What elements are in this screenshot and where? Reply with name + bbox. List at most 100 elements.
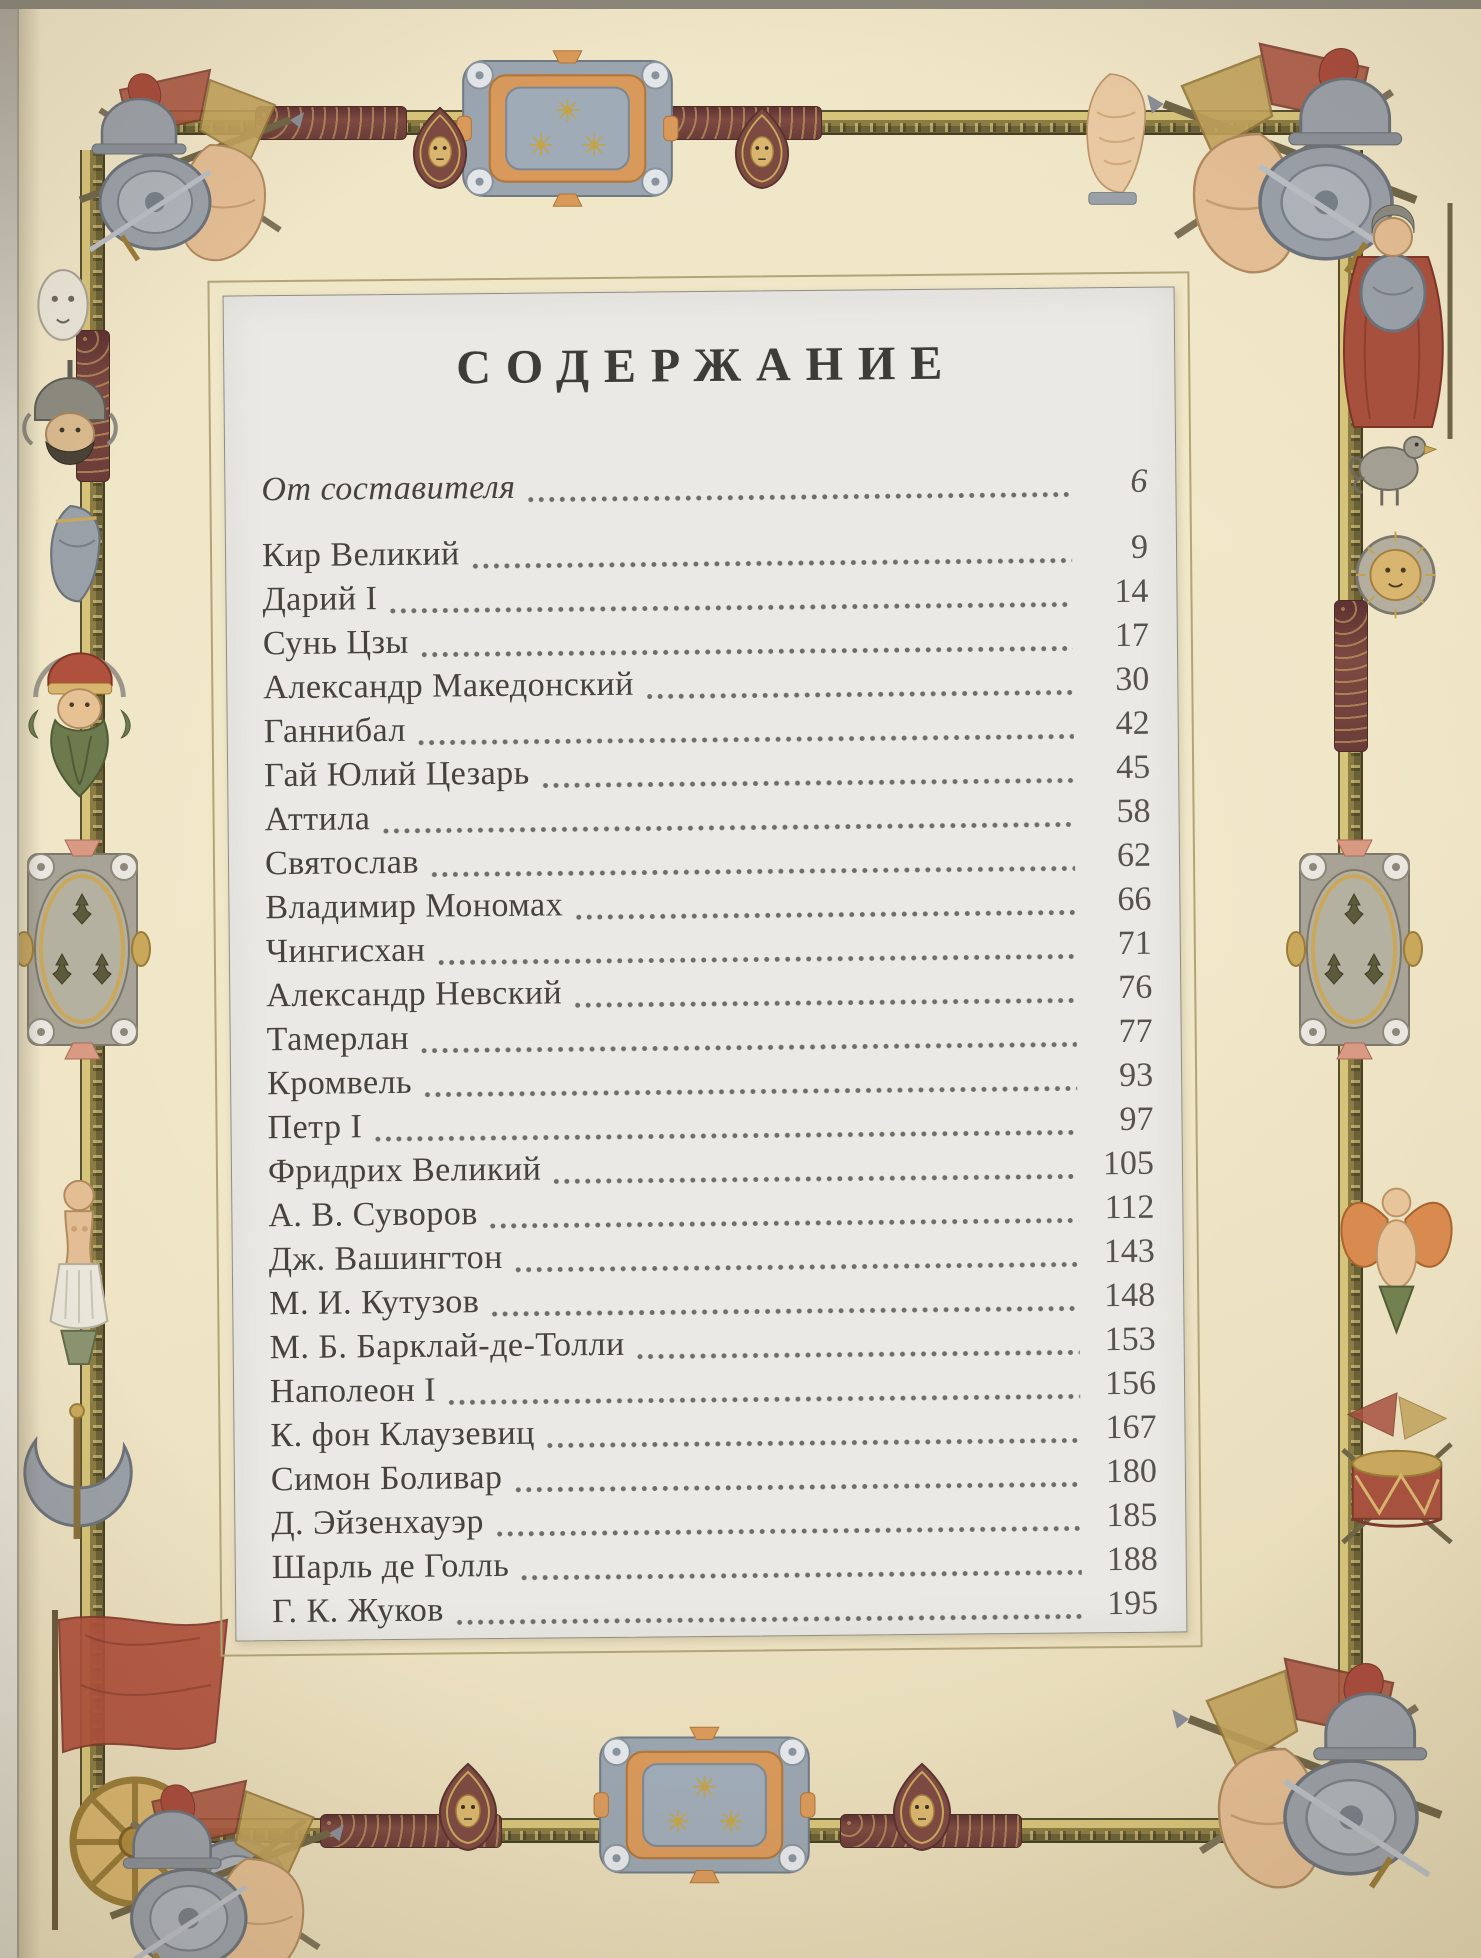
toc-list: От составителя 6 Кир Великий 9 Дарий I 1… xyxy=(261,463,1158,1637)
toc-entry-page: 62 xyxy=(1116,836,1152,875)
content-outer-frame: СОДЕРЖАНИЕ От составителя 6 Кир Великий … xyxy=(207,271,1203,1657)
toc-entry-page: 76 xyxy=(1118,968,1153,1007)
toc-entry-page: 9 xyxy=(1130,528,1149,566)
toc-entry-label: Петр I xyxy=(267,1108,363,1147)
fleur-oval-medallion-icon xyxy=(1285,838,1424,1061)
skull-mask-medallion-icon xyxy=(439,1763,497,1851)
toc-entry-page: 6 xyxy=(1130,462,1148,500)
bird-icon xyxy=(1349,435,1437,507)
dot-leader xyxy=(415,732,1074,747)
maroon-band-segment xyxy=(1334,600,1368,752)
toc-entry-label: Аттила xyxy=(264,800,371,839)
dot-leader xyxy=(372,1128,1078,1144)
toc-entry-page: 112 xyxy=(1104,1188,1155,1227)
toc-entry-page: 93 xyxy=(1118,1056,1154,1095)
toc-entry-page: 97 xyxy=(1119,1100,1154,1139)
white-mask-icon xyxy=(37,269,89,341)
toc-entry-label: Д. Эйзенхауэр xyxy=(271,1503,485,1543)
toc-entry-label: Дарий I xyxy=(262,580,378,619)
dot-leader xyxy=(573,908,1076,922)
toc-entry-page: 71 xyxy=(1117,924,1152,963)
skull-mask-medallion-icon xyxy=(412,106,468,190)
toc-entry: От составителя 6 xyxy=(261,463,1147,516)
toc-entry-page: 185 xyxy=(1106,1496,1158,1535)
toc-entry: Г. К. Жуков 195 xyxy=(272,1585,1158,1638)
toc-entry-page: 180 xyxy=(1105,1452,1158,1491)
dot-leader xyxy=(539,776,1075,790)
dot-leader xyxy=(643,688,1074,701)
toc-entry-label: Г. К. Жуков xyxy=(272,1591,445,1631)
toc-entry-page: 77 xyxy=(1118,1012,1153,1051)
armor-trophy-icon xyxy=(60,50,310,290)
toc-entry-label: Наполеон I xyxy=(269,1371,437,1411)
toc-entry-label: А. В. Суворов xyxy=(268,1195,479,1235)
toc-entry-page: 148 xyxy=(1104,1276,1156,1315)
dot-leader xyxy=(519,1568,1082,1582)
toc-entry-label: Кромвель xyxy=(266,1063,413,1103)
toc-entry-label: Тамерлан xyxy=(266,1019,410,1059)
dot-leader xyxy=(428,864,1076,879)
dot-leader xyxy=(422,1084,1078,1099)
scroll-cartouche-icon xyxy=(456,49,679,208)
armor-trophy-icon xyxy=(90,1760,350,1958)
dot-leader xyxy=(446,1392,1081,1407)
armor-trophy-icon xyxy=(1165,1635,1465,1923)
toc-entry-label: Шарль де Голль xyxy=(271,1546,510,1587)
armor-cuirass-icon xyxy=(49,504,102,603)
dot-leader xyxy=(418,644,1074,659)
dot-leader xyxy=(572,996,1077,1010)
toc-entry-page: 17 xyxy=(1114,616,1150,655)
dot-leader xyxy=(512,1260,1079,1274)
toc-entry-label: Александр Македонский xyxy=(263,665,635,707)
dot-leader xyxy=(387,600,1073,616)
toc-entry-page: 105 xyxy=(1102,1144,1155,1183)
toc-entry-label: Гай Юлий Цезарь xyxy=(263,754,530,795)
toc-entry-page: 58 xyxy=(1116,792,1151,831)
toc-entry-page: 195 xyxy=(1106,1584,1159,1623)
toc-entry-label: От составителя xyxy=(261,468,516,509)
toc-entry-page: 14 xyxy=(1114,572,1149,611)
toc-entry-page: 156 xyxy=(1104,1364,1157,1403)
winged-figure-icon xyxy=(1340,1187,1453,1334)
dot-leader xyxy=(634,1348,1080,1361)
dot-leader xyxy=(544,1436,1081,1450)
skull-mask-medallion-icon xyxy=(893,1763,951,1851)
dot-leader xyxy=(380,820,1075,836)
toc-entry-page: 167 xyxy=(1105,1408,1157,1447)
toc-entry-page: 153 xyxy=(1104,1320,1156,1359)
drum-trophy-icon xyxy=(1328,1385,1466,1567)
toc-entry-label: Кир Великий xyxy=(261,535,460,575)
toc-entry-label: М. Б. Барклай-де-Толли xyxy=(269,1325,625,1367)
gold-face-medallion-icon xyxy=(1354,530,1437,620)
toc-entry-label: Сунь Цзы xyxy=(262,623,409,663)
toc-entry-label: Симон Боливар xyxy=(270,1458,503,1499)
toc-entry-label: Владимир Мономах xyxy=(265,886,564,927)
dot-leader xyxy=(551,1172,1079,1186)
skull-mask-medallion-icon xyxy=(734,106,790,190)
toc-entry-label: Дж. Вашингтон xyxy=(268,1238,504,1279)
toc-entry-page: 30 xyxy=(1115,660,1150,699)
dot-leader xyxy=(469,556,1073,571)
toc-entry-page: 45 xyxy=(1115,748,1151,787)
toc-entry-label: К. фон Клаузевиц xyxy=(270,1414,536,1455)
toc-entry-label: Ганнибал xyxy=(263,711,407,751)
photo-top-edge xyxy=(0,0,1481,9)
statue-torso-icon xyxy=(1086,73,1147,206)
toc-entry-page: 188 xyxy=(1106,1540,1158,1579)
dot-leader xyxy=(489,1304,1080,1319)
dot-leader xyxy=(419,1040,1077,1055)
page-title: СОДЕРЖАНИЕ xyxy=(455,336,958,395)
caryatid-figure-icon xyxy=(49,1179,109,1366)
scroll-cartouche-icon xyxy=(593,1726,816,1884)
dot-leader xyxy=(453,1612,1083,1627)
page-edge-shadow xyxy=(19,0,41,1958)
contents-panel: СОДЕРЖАНИЕ От составителя 6 Кир Великий … xyxy=(222,286,1188,1642)
book-page-edge xyxy=(0,0,19,1958)
toc-entry-page: 42 xyxy=(1115,704,1150,743)
dot-leader xyxy=(493,1524,1082,1539)
toc-entry-label: Фридрих Великий xyxy=(267,1150,542,1191)
toc-entry-page: 143 xyxy=(1103,1232,1155,1271)
dot-leader xyxy=(525,490,1072,504)
toc-entry-label: М. И. Кутузов xyxy=(269,1283,480,1323)
